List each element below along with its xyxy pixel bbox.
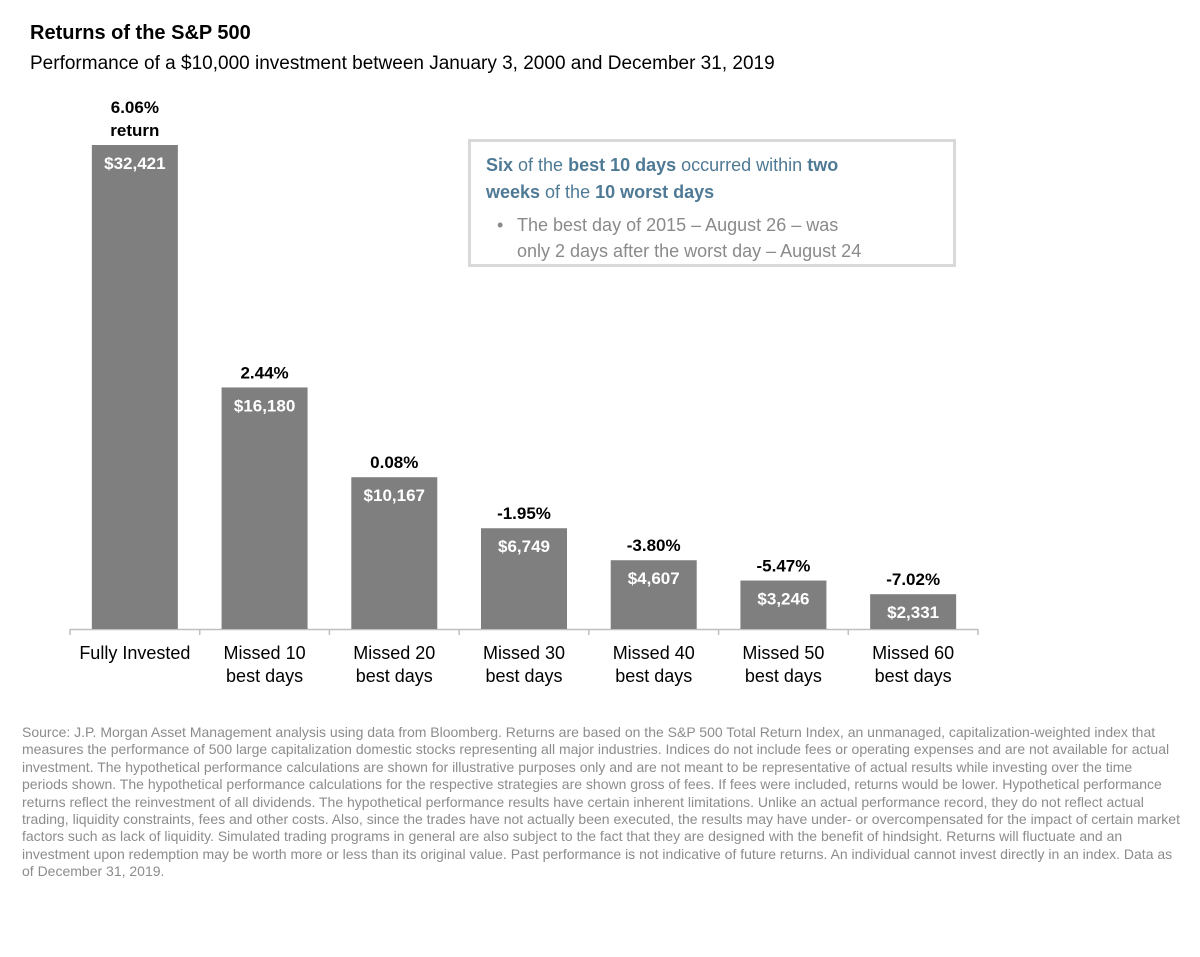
x-tick-label: Missed 50 [742,643,824,663]
x-tick-label: best days [745,666,822,686]
callout-bullet-line-2: only 2 days after the worst day – August… [517,241,862,261]
chart-subtitle: Performance of a $10,000 investment betw… [30,53,775,74]
bar-value-label: $10,167 [364,486,425,505]
bar-return-label: return [110,121,159,140]
x-tick-label: best days [356,666,433,686]
x-tick-label: Missed 40 [613,643,695,663]
bar-return-label: 2.44% [240,363,288,382]
chart-title: Returns of the S&P 500 [30,22,251,44]
x-tick-label: best days [875,666,952,686]
bar-return-label: -3.80% [627,536,681,555]
callout-box: Six of the best 10 days occurred within … [468,139,956,267]
bar-return-label: 0.08% [370,453,418,472]
x-tick-label: best days [226,666,303,686]
x-tick-label: Missed 30 [483,643,565,663]
bar [351,477,438,629]
x-tick-label: best days [485,666,562,686]
x-tick-label: Fully Invested [79,643,190,663]
bullet-dot: • [497,215,504,235]
x-tick-label: Missed 60 [872,643,954,663]
bar-value-label: $32,421 [104,154,165,173]
bar-value-label: $4,607 [628,569,680,588]
bar [870,594,957,629]
callout-heading: Six of the best 10 days occurred within … [486,155,839,202]
callout-bullet: • The best day of 2015 – August 26 – was… [486,212,939,264]
bar-return-label: -1.95% [497,504,551,523]
bar [740,580,827,629]
x-tick-label: best days [615,666,692,686]
source-note: Source: J.P. Morgan Asset Management ana… [22,724,1180,880]
bar [221,387,308,629]
bar-chart: $32,421 6.06% return Fully Invested $16,180 2… [69,98,979,686]
bar [91,145,178,629]
bar [481,528,567,629]
bar-value-label: $3,246 [757,590,809,609]
bar-value-label: $2,331 [887,603,939,622]
bar-return-label: -7.02% [886,570,940,589]
x-tick-label: Missed 20 [353,643,435,663]
bar-return-label: -5.47% [756,557,810,576]
x-tick-label: Missed 10 [224,643,306,663]
bar-value-label: $6,749 [498,537,550,556]
bar-return-label: 6.06% [111,98,159,117]
bar-value-label: $16,180 [234,396,295,415]
callout-bullet-line-1: The best day of 2015 – August 26 – was [517,215,839,235]
bar [610,560,697,629]
